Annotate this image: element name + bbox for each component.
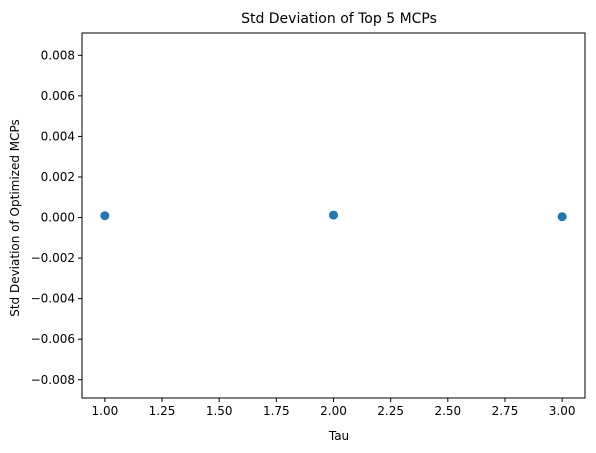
scatter-point <box>557 212 567 222</box>
x-tick-label: 2.25 <box>377 404 404 418</box>
x-tick-label: 1.50 <box>206 404 233 418</box>
scatter-point <box>100 211 110 221</box>
x-tick-label: 1.75 <box>263 404 290 418</box>
data-points <box>100 210 567 222</box>
x-axis: 1.00 1.25 1.50 1.75 2.00 2.25 2.50 2.75 3.00 <box>92 398 576 418</box>
y-tick-label: 0.002 <box>41 170 75 184</box>
y-tick-label: 0.000 <box>41 211 75 225</box>
y-axis: −0.008 −0.006 −0.004 −0.002 0.000 0.002 0.004 0… <box>31 48 82 387</box>
y-tick-label: −0.002 <box>31 251 75 265</box>
y-tick-label: −0.004 <box>31 292 75 306</box>
x-tick-label: 3.00 <box>549 404 576 418</box>
x-tick-label: 1.00 <box>92 404 119 418</box>
x-tick-label: 1.25 <box>149 404 176 418</box>
y-tick-label: 0.006 <box>41 89 75 103</box>
y-tick-label: −0.006 <box>31 332 75 346</box>
scatter-point <box>329 210 338 220</box>
x-tick-label: 2.50 <box>434 404 461 418</box>
x-tick-label: 2.00 <box>320 404 347 418</box>
y-tick-label: 0.008 <box>41 48 75 62</box>
y-tick-label: 0.004 <box>41 129 75 143</box>
y-tick-label: −0.008 <box>31 373 75 387</box>
chart-title: Std Deviation of Top 5 MCPs <box>241 11 437 27</box>
x-tick-label: 2.75 <box>492 404 519 418</box>
x-axis-label: Tau <box>328 429 349 443</box>
y-axis-label: Std Deviation of Optimized MCPs <box>8 119 22 317</box>
